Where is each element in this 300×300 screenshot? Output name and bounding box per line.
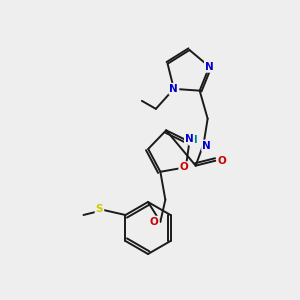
Text: N: N [205, 62, 214, 72]
Text: N: N [202, 141, 211, 151]
Text: O: O [150, 217, 159, 227]
Text: H: H [189, 135, 198, 145]
Text: N: N [169, 84, 178, 94]
Text: O: O [217, 156, 226, 166]
Text: S: S [96, 204, 103, 214]
Text: N: N [185, 134, 194, 144]
Text: O: O [179, 162, 188, 172]
